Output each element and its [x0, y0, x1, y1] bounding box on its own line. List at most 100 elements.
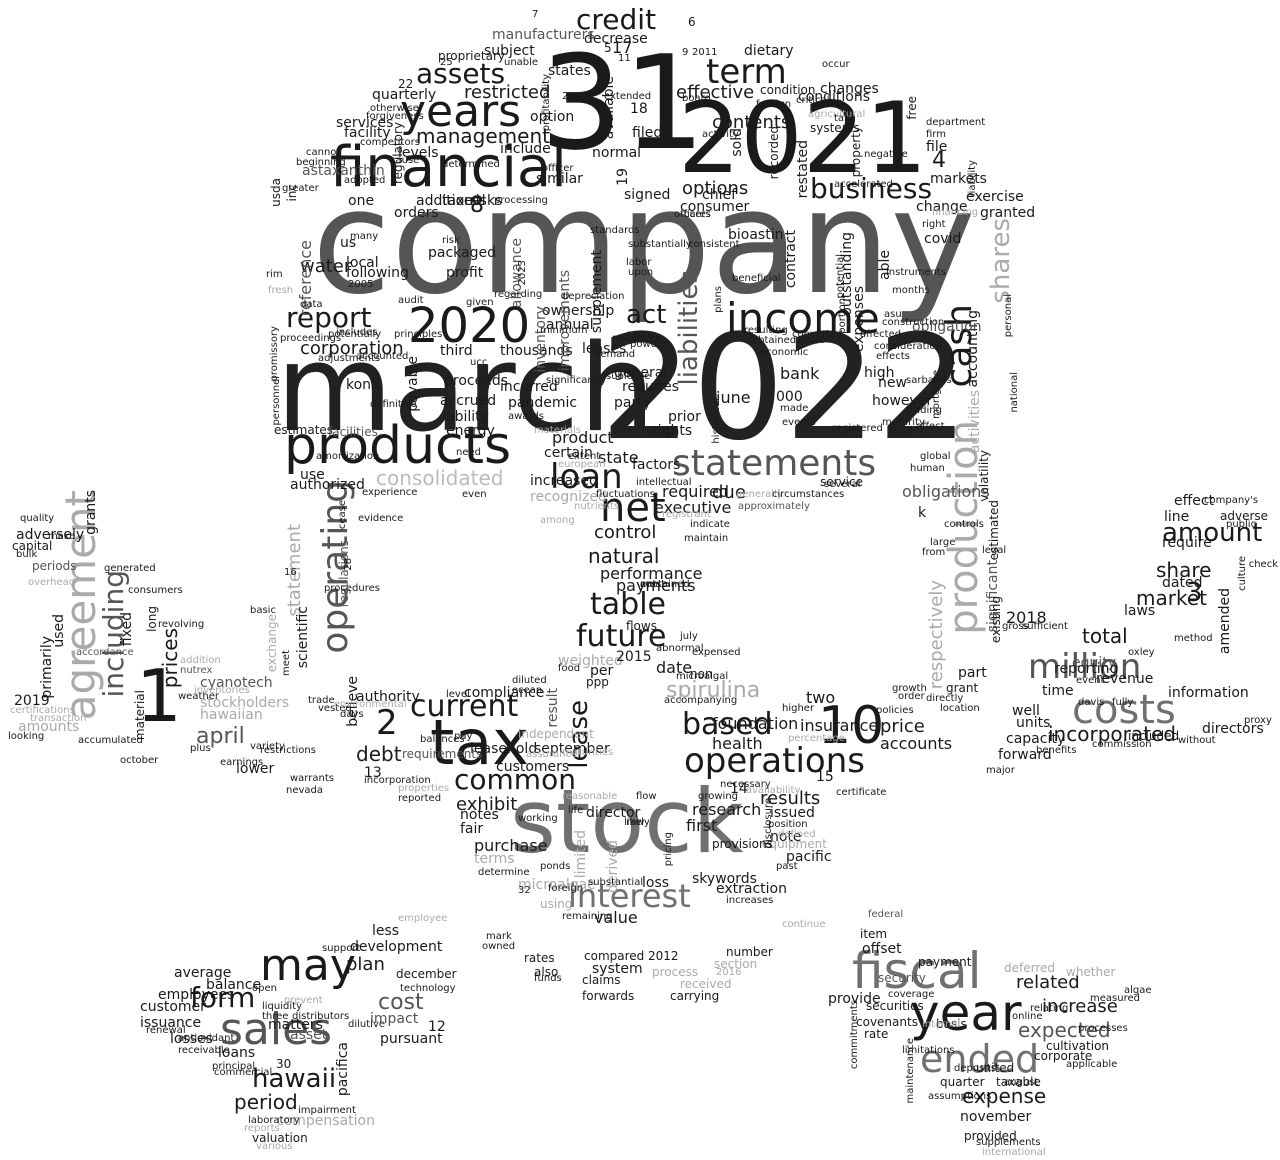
cloud-word: reporting	[1054, 661, 1119, 677]
cloud-word: option	[530, 109, 575, 125]
cloud-word: liquidity	[262, 1001, 302, 1012]
cloud-word: expenses	[851, 286, 867, 353]
cloud-word: high	[864, 365, 895, 381]
cloud-word: fully	[1112, 697, 1134, 708]
cloud-word: basic	[250, 605, 276, 616]
cloud-word: mark	[486, 931, 512, 942]
cloud-word: registrant	[662, 509, 711, 520]
cloud-word: usda	[269, 178, 283, 207]
cloud-word: revenue	[1096, 671, 1154, 687]
cloud-word: conditions	[798, 89, 871, 105]
cloud-word: commercial	[214, 1067, 273, 1078]
cloud-word: process	[652, 965, 699, 979]
cloud-word: general	[614, 365, 668, 381]
cloud-word: accounted	[356, 351, 409, 362]
cloud-word: astaxanthin	[302, 163, 385, 179]
cloud-word: supplements	[976, 1137, 1041, 1148]
cloud-word: customers	[496, 759, 570, 775]
cloud-word: amount	[1162, 518, 1263, 548]
cloud-word: principal	[212, 1061, 256, 1072]
cloud-word: information	[1168, 685, 1249, 701]
cloud-word: securities	[866, 999, 924, 1013]
cloud-word: minimum	[540, 325, 588, 336]
cloud-word: overhead	[28, 577, 76, 588]
cloud-word: requirements	[402, 747, 483, 761]
cloud-word: impairment	[298, 1105, 356, 1116]
cloud-word: plans	[713, 286, 724, 313]
cloud-word: factors	[632, 457, 681, 473]
cloud-word: payments	[616, 576, 696, 595]
cloud-word: year	[910, 984, 1022, 1042]
cloud-word: deferred	[1004, 961, 1055, 975]
cloud-word: hawaiian	[200, 707, 263, 723]
cloud-word: long	[145, 606, 159, 632]
cloud-word: diluted	[512, 675, 547, 686]
cloud-word: free	[905, 96, 919, 120]
cloud-word: accumulated	[78, 735, 143, 746]
cloud-word: ucc	[470, 357, 488, 368]
cloud-word: loan	[550, 457, 623, 497]
cloud-word: following	[346, 265, 409, 281]
cloud-word: cost	[378, 990, 424, 1015]
cloud-word: 2012	[648, 949, 679, 963]
cloud-word: carry	[626, 329, 652, 340]
cloud-word: sarbanes	[906, 375, 952, 386]
cloud-word: party	[614, 395, 651, 411]
cloud-word: dilutive	[348, 1019, 386, 1030]
cloud-word: 2020	[408, 298, 531, 354]
cloud-word: made	[780, 403, 809, 414]
cloud-word: sublease	[606, 371, 651, 382]
cloud-word: chief	[702, 187, 737, 203]
cloud-word: resulting	[744, 325, 788, 336]
cloud-word: matters	[268, 1017, 323, 1033]
cloud-word: foreign	[756, 99, 792, 110]
cloud-word: require	[1162, 535, 1212, 551]
cloud-word: market	[1136, 586, 1207, 610]
cloud-word: percentage	[788, 733, 845, 744]
cloud-word: 28	[343, 558, 354, 571]
cloud-word: line	[1164, 509, 1190, 525]
cloud-word: promissory	[269, 326, 280, 382]
cloud-word: system	[592, 961, 643, 977]
cloud-word: risks	[470, 193, 503, 209]
cloud-word: extended	[604, 91, 652, 102]
cloud-word: price	[880, 716, 925, 737]
cloud-word: basis	[936, 1017, 967, 1031]
cloud-word: skywords	[692, 871, 757, 887]
cloud-word: potential	[835, 254, 846, 299]
cloud-word: ant	[640, 579, 657, 590]
cloud-word: order	[898, 691, 925, 702]
cloud-word: procedures	[324, 583, 380, 594]
cloud-word: services	[336, 115, 394, 131]
cloud-word: payment	[918, 955, 972, 969]
cloud-word: adverse	[1220, 509, 1269, 523]
cloud-word: policies	[876, 705, 914, 716]
cloud-word: determined	[442, 159, 500, 170]
cloud-word: required	[662, 482, 730, 501]
cloud-word: ownership	[542, 303, 615, 319]
cloud-word: owned	[482, 941, 516, 952]
cloud-word: provide	[828, 991, 881, 1007]
cloud-word: orders	[394, 205, 439, 221]
cloud-word: certifications	[10, 705, 75, 716]
cloud-word: method	[1174, 633, 1213, 644]
cloud-word: human	[910, 463, 945, 474]
cloud-word: k	[918, 505, 927, 521]
cloud-word: change	[916, 199, 968, 215]
cloud-word: authority	[356, 689, 420, 705]
cloud-word: controls	[944, 519, 984, 530]
cloud-word: cause	[390, 155, 420, 166]
cloud-word: quality	[20, 513, 55, 524]
cloud-word: use	[300, 467, 325, 483]
cloud-word: years	[400, 86, 522, 137]
cloud-word: increased	[530, 473, 598, 489]
cloud-word: equity	[1072, 655, 1117, 671]
cloud-word: nevada	[286, 785, 324, 796]
cloud-word: affected	[860, 329, 902, 340]
cloud-word: upon	[628, 267, 654, 278]
cloud-word: cyanotech	[200, 675, 273, 691]
cloud-word: 8	[470, 193, 484, 218]
cloud-word: asu	[884, 309, 902, 320]
cloud-word: cannot	[306, 147, 341, 158]
cloud-word: fluctuations	[596, 489, 655, 500]
